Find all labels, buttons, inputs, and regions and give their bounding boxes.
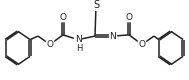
Text: N: N — [75, 35, 81, 44]
Text: O: O — [46, 40, 53, 49]
Text: S: S — [93, 0, 99, 10]
Text: N: N — [110, 32, 116, 41]
Text: O: O — [139, 40, 146, 49]
Text: O: O — [60, 13, 67, 22]
Text: H: H — [76, 44, 82, 53]
Text: O: O — [125, 13, 132, 22]
